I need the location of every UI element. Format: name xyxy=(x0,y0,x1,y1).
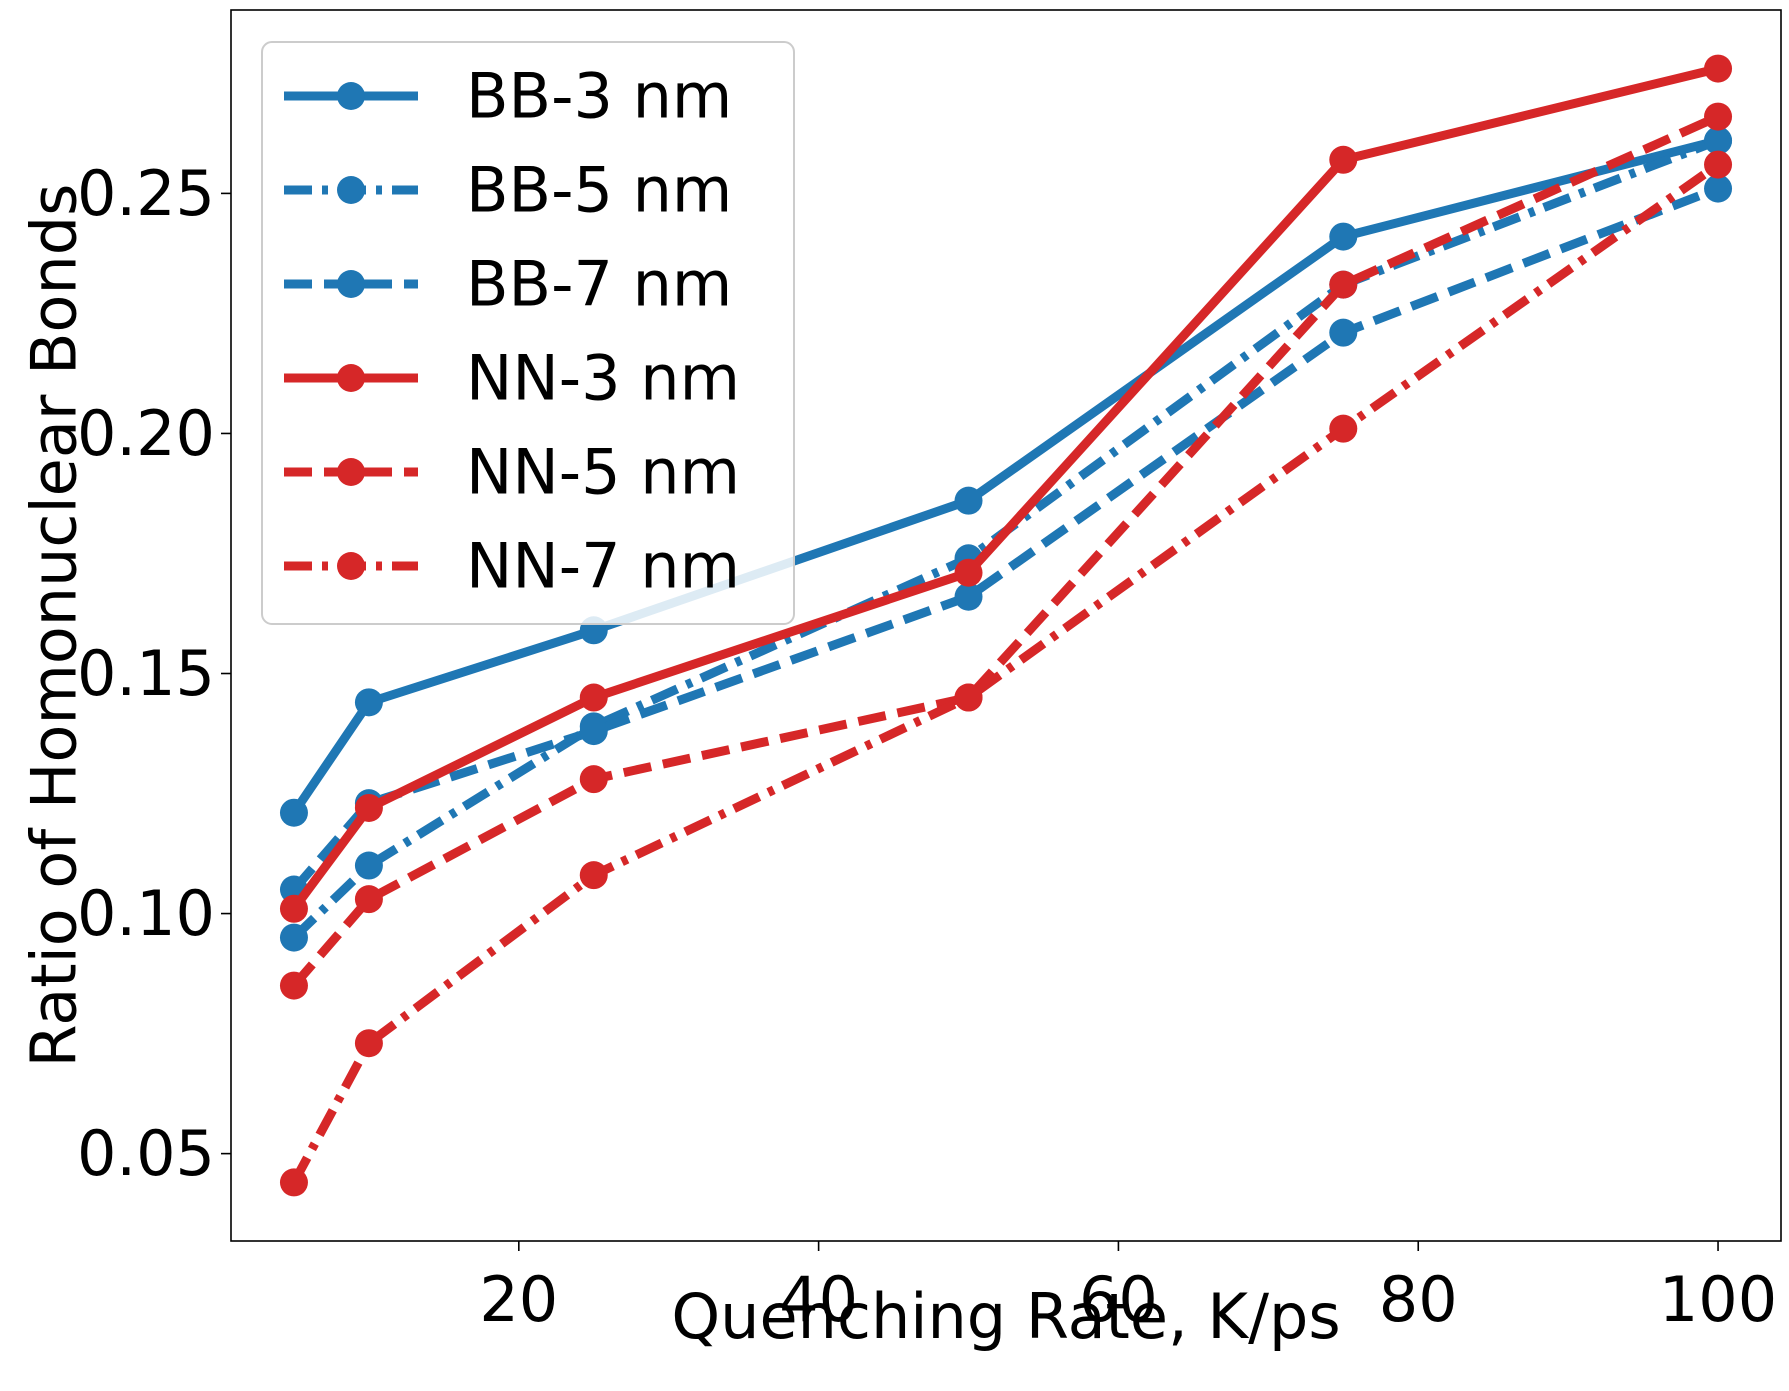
x-axis: 20 40 60 80 100 xyxy=(479,1241,1777,1336)
legend-marker xyxy=(337,270,365,298)
data-point xyxy=(1329,222,1358,251)
plot-frame xyxy=(230,9,1782,1242)
legend-marker xyxy=(337,176,365,204)
data-point xyxy=(1329,414,1358,443)
data-point xyxy=(579,683,608,712)
x-tick-label: 20 xyxy=(479,1263,558,1336)
y-tick-label: 0.20 xyxy=(77,397,215,470)
data-point xyxy=(279,798,308,827)
legend-marker xyxy=(337,82,365,110)
x-tick-label: 60 xyxy=(1079,1263,1158,1336)
y-axis: 0.05 0.10 0.15 0.20 0.25 xyxy=(77,157,231,1190)
data-point xyxy=(1704,54,1733,83)
y-tick-label: 0.25 xyxy=(77,157,215,230)
y-tick-label: 0.15 xyxy=(77,637,215,710)
legend-item: NN-5 nm xyxy=(284,436,740,509)
data-point xyxy=(354,793,383,822)
legend-label: BB-3 nm xyxy=(466,60,732,133)
data-point xyxy=(279,923,308,952)
y-tick-label: 0.10 xyxy=(77,877,215,950)
legend-item: NN-7 nm xyxy=(284,530,740,603)
data-point xyxy=(579,861,608,890)
data-point xyxy=(579,717,608,746)
y-axis-label: Ratio of Homonuclear Bonds xyxy=(18,184,91,1068)
data-point xyxy=(354,885,383,914)
series-nn-7-nm xyxy=(279,150,1733,1197)
legend-marker xyxy=(337,458,365,486)
series-layer xyxy=(279,54,1733,1197)
data-point xyxy=(279,894,308,923)
data-point xyxy=(1704,150,1733,179)
y-tick-label: 0.05 xyxy=(77,1117,215,1190)
data-point xyxy=(1704,102,1733,131)
series-line xyxy=(290,112,1720,989)
legend-label: NN-3 nm xyxy=(466,342,740,415)
legend-label: BB-5 nm xyxy=(466,154,732,227)
data-point xyxy=(1704,174,1733,203)
data-point xyxy=(354,1029,383,1058)
x-tick-label: 80 xyxy=(1379,1263,1458,1336)
data-point xyxy=(954,558,983,587)
data-point xyxy=(954,486,983,515)
legend-label: BB-7 nm xyxy=(466,248,732,321)
x-tick-label: 100 xyxy=(1659,1263,1777,1336)
legend: BB-3 nm BB-5 nm BB-7 nm NN-3 nm NN-5 nm NN-7 … xyxy=(261,41,795,625)
data-point xyxy=(1329,270,1358,299)
x-tick-label: 40 xyxy=(779,1263,858,1336)
data-point xyxy=(1329,145,1358,174)
legend-label: NN-7 nm xyxy=(466,530,740,603)
legend-marker xyxy=(337,552,365,580)
series-line xyxy=(289,160,1721,1185)
series-nn-3-nm xyxy=(279,54,1733,923)
legend-item: BB-3 nm xyxy=(284,60,732,133)
data-point xyxy=(954,582,983,611)
series-line xyxy=(290,64,1720,912)
legend-label: NN-5 nm xyxy=(466,436,740,509)
legend-item: BB-7 nm xyxy=(284,248,732,321)
data-point xyxy=(1704,126,1733,155)
legend-item: BB-5 nm xyxy=(284,154,732,227)
data-point xyxy=(579,765,608,794)
data-point xyxy=(279,971,308,1000)
data-point xyxy=(279,1168,308,1197)
data-point xyxy=(1329,318,1358,347)
legend-marker xyxy=(337,364,365,392)
data-point xyxy=(954,683,983,712)
legend-item: NN-3 nm xyxy=(284,342,740,415)
x-axis-label: Quenching Rate, K/ps xyxy=(671,1280,1340,1353)
data-point xyxy=(354,851,383,880)
data-point xyxy=(354,688,383,717)
